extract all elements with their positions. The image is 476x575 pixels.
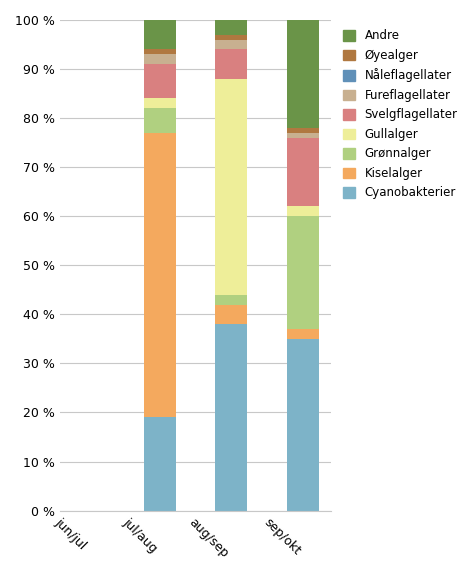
Bar (215, 324, 247, 511)
Bar (143, 108, 175, 133)
Bar (215, 20, 247, 34)
Bar (215, 49, 247, 79)
Bar (286, 329, 318, 339)
Legend: Andre, Øyealger, Nåleflagellater, Fureflagellater, Svelgflagellater, Gullalger, : Andre, Øyealger, Nåleflagellater, Furefl… (339, 26, 460, 203)
Bar (286, 128, 318, 133)
Bar (143, 417, 175, 511)
Bar (286, 138, 318, 206)
Bar (286, 133, 318, 138)
Bar (286, 339, 318, 511)
Bar (215, 295, 247, 305)
Bar (143, 20, 175, 49)
Bar (143, 55, 175, 64)
Bar (143, 49, 175, 55)
Bar (286, 206, 318, 216)
Bar (215, 40, 247, 49)
Bar (215, 34, 247, 40)
Bar (215, 79, 247, 295)
Bar (215, 305, 247, 324)
Bar (143, 133, 175, 417)
Bar (143, 98, 175, 108)
Bar (143, 64, 175, 98)
Bar (286, 20, 318, 128)
Bar (286, 216, 318, 329)
